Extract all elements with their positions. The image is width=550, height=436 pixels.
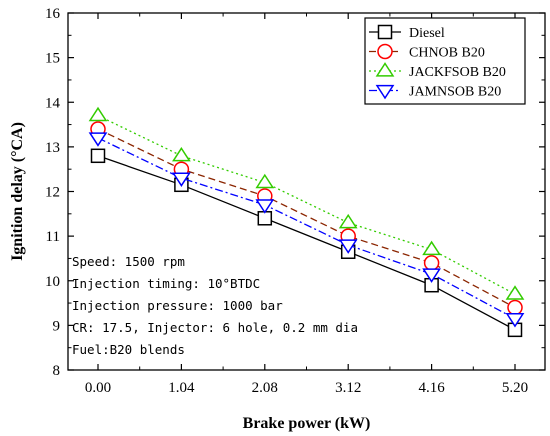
data-point-jackfsob-b20 bbox=[88, 106, 108, 122]
y-tick-label: 15 bbox=[45, 51, 60, 67]
series-line-jamnsob-b20 bbox=[97, 137, 516, 320]
y-tick-label: 12 bbox=[45, 185, 60, 201]
legend-label-jamnsob-b20: JAMNSOB B20 bbox=[409, 85, 501, 100]
x-tick-label: 4.16 bbox=[418, 380, 445, 396]
legend: Diesel CHNOB B20 JACKFSOB B20 JAMNSOB B20 bbox=[364, 17, 526, 105]
data-point-jackfsob-b20 bbox=[338, 213, 358, 229]
y-tick-label: 11 bbox=[46, 229, 60, 245]
x-tick-label: 3.12 bbox=[335, 380, 361, 396]
legend-marker-jackfsob-b20 bbox=[375, 62, 395, 77]
data-point-jamnsob-b20 bbox=[338, 239, 358, 254]
y-tick-label: 13 bbox=[45, 140, 60, 156]
axis-ticks: 8 9 10 11 12 13 14 15 16 0.00 1.04 2.08 3.12 4.16 5.20 bbox=[45, 6, 545, 396]
x-tick-label: 5.20 bbox=[502, 380, 528, 396]
data-point-jackfsob-b20 bbox=[172, 146, 191, 162]
annotation-line: Fuel:B20 blends bbox=[72, 342, 185, 357]
series-line-chnob-b20 bbox=[97, 128, 516, 309]
legend-marker-diesel bbox=[377, 24, 393, 40]
annotation-line: Injection pressure: 1000 bar bbox=[72, 298, 283, 313]
y-tick-label: 8 bbox=[53, 363, 61, 379]
x-tick-label: 2.08 bbox=[252, 380, 278, 396]
data-point-chnob-b20 bbox=[507, 299, 523, 316]
legend-label-jackfsob-b20: JACKFSOB B20 bbox=[409, 65, 506, 80]
data-point-jamnsob-b20 bbox=[255, 199, 275, 214]
x-axis-title: Brake power (kW) bbox=[243, 415, 371, 432]
data-point-jackfsob-b20 bbox=[255, 173, 275, 189]
legend-marker-chnob-b20 bbox=[377, 43, 393, 60]
legend-label-diesel: Diesel bbox=[409, 26, 445, 41]
legend-label-chnob-b20: CHNOB B20 bbox=[409, 46, 485, 61]
y-axis-title: Ignition delay (°CA) bbox=[9, 122, 26, 261]
y-tick-label: 16 bbox=[45, 6, 61, 22]
data-point-diesel bbox=[90, 148, 106, 164]
data-point-jackfsob-b20 bbox=[422, 240, 441, 256]
x-tick-label: 0.00 bbox=[85, 380, 111, 396]
data-point-jamnsob-b20 bbox=[88, 132, 108, 147]
series-line-diesel bbox=[97, 155, 516, 331]
y-tick-label: 9 bbox=[53, 318, 61, 334]
series-jamnsob-b20 bbox=[88, 132, 525, 328]
data-point-jamnsob-b20 bbox=[505, 313, 525, 328]
x-tick-label: 1.04 bbox=[168, 380, 195, 396]
series-line-jackfsob-b20 bbox=[97, 115, 516, 295]
series-jackfsob-b20 bbox=[88, 106, 525, 300]
annotation-block: Speed: 1500 rpm Injection timing: 10°BTDC… bbox=[72, 254, 358, 357]
annotation-line: CR: 17.5, Injector: 6 hole, 0.2 mm dia bbox=[72, 320, 358, 335]
legend-marker-jamnsob-b20 bbox=[375, 84, 395, 100]
data-point-jamnsob-b20 bbox=[172, 172, 191, 187]
data-point-jamnsob-b20 bbox=[422, 268, 441, 283]
series-chnob-b20 bbox=[90, 121, 523, 316]
annotation-line: Speed: 1500 rpm bbox=[72, 254, 185, 269]
annotation-line: Injection timing: 10°BTDC bbox=[72, 276, 260, 291]
legend-box bbox=[364, 17, 526, 105]
y-tick-label: 10 bbox=[45, 274, 60, 290]
series-group bbox=[88, 106, 525, 338]
data-point-chnob-b20 bbox=[423, 255, 440, 271]
data-point-jackfsob-b20 bbox=[505, 285, 525, 300]
y-tick-label: 14 bbox=[45, 95, 61, 111]
